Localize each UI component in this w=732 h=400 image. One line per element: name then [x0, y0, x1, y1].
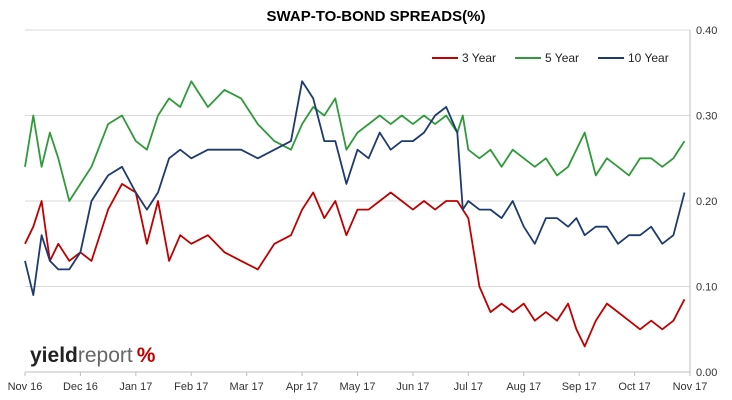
x-tick-label: Nov 16 — [8, 381, 43, 393]
x-tick-label: May 17 — [339, 381, 375, 393]
x-tick-label: Apr 17 — [286, 381, 318, 393]
y-tick-label: 0.00 — [696, 367, 717, 379]
svg-text:yieldreport%: yieldreport% — [30, 344, 156, 367]
x-tick-label: Nov 17 — [673, 381, 708, 393]
x-tick-labels: Nov 16 Dec 16 Jan 17 Feb 17 Mar 17 Apr 17 May … — [8, 381, 708, 393]
legend: 3 Year 5 Year 10 Year — [432, 51, 669, 65]
logo-percent-symbol: % — [137, 344, 156, 367]
x-tick-label: Jun 17 — [396, 381, 429, 393]
x-tick-label: Oct 17 — [618, 381, 650, 393]
legend-label: 5 Year — [545, 51, 579, 65]
logo-yield-text: yield — [30, 344, 78, 367]
chart-title: SWAP-TO-BOND SPREADS(%) — [267, 8, 486, 25]
x-tick-label: Aug 17 — [506, 381, 541, 393]
y-tick-label: 0.30 — [696, 111, 717, 123]
grid-lines — [25, 29, 690, 287]
x-tick-label: Jan 17 — [119, 381, 152, 393]
logo-report-text: report — [78, 344, 133, 367]
x-tick-label: Dec 16 — [63, 381, 98, 393]
x-tick-label: Mar 17 — [230, 381, 264, 393]
series-line-3-year — [24, 182, 686, 348]
legend-label: 3 Year — [462, 51, 496, 65]
y-tick-label: 0.40 — [696, 25, 717, 37]
series-line-5-year — [24, 80, 686, 202]
y-tick-label: 0.10 — [696, 282, 717, 294]
x-tick-label: Sep 17 — [562, 381, 597, 393]
y-tick-label: 0.20 — [696, 196, 717, 208]
legend-label: 10 Year — [628, 51, 669, 65]
axes — [24, 30, 691, 376]
x-tick-label: Feb 17 — [174, 381, 208, 393]
series-line-10-year — [24, 80, 686, 297]
y-tick-labels: 0.00 0.10 0.20 0.30 0.40 — [696, 25, 717, 379]
x-tick-label: Jul 17 — [454, 381, 483, 393]
series-lines — [24, 80, 686, 348]
yieldreport-logo: yieldreport% — [30, 344, 156, 367]
